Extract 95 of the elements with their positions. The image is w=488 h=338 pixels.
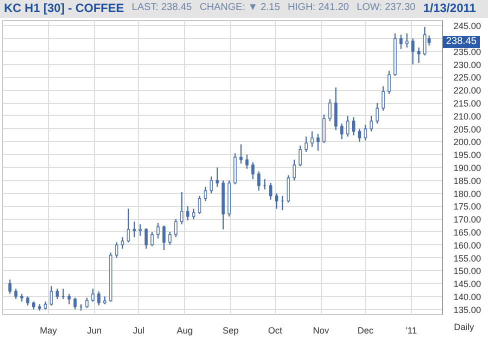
text: HIGH: 241.20 bbox=[288, 1, 349, 16]
candlestick bbox=[114, 242, 118, 258]
text: LAST: 238.45 bbox=[132, 1, 192, 16]
candlestick bbox=[316, 133, 320, 152]
y-tick-label: 245.00 bbox=[454, 21, 482, 32]
y-tick-label: 220.00 bbox=[454, 86, 482, 96]
y-tick-label: 200.00 bbox=[454, 137, 482, 148]
candlestick bbox=[322, 114, 326, 144]
y-tick-label: 135.00 bbox=[454, 304, 482, 315]
chart-title: KC H1 [30] - COFFEE bbox=[4, 0, 124, 17]
candlestick bbox=[26, 296, 30, 306]
candlestick bbox=[204, 186, 208, 202]
y-tick-label: 160.00 bbox=[454, 240, 482, 250]
candlestick bbox=[334, 86, 338, 131]
candlestick bbox=[162, 224, 166, 251]
y-tick-label: 165.00 bbox=[454, 227, 482, 238]
candlestick bbox=[132, 221, 136, 238]
candlestick bbox=[382, 86, 385, 112]
x-tick-label: Oct bbox=[268, 326, 283, 336]
candlestick bbox=[126, 208, 130, 243]
candlestick bbox=[192, 208, 196, 220]
candlestick bbox=[150, 231, 154, 247]
candlestick bbox=[174, 218, 178, 238]
y-tick-label: 155.00 bbox=[454, 253, 482, 264]
candlestick bbox=[257, 170, 260, 192]
candlestick bbox=[411, 38, 414, 65]
candlestick bbox=[286, 174, 290, 203]
candlestick bbox=[399, 34, 403, 50]
candlestick bbox=[97, 290, 100, 306]
candlestick bbox=[370, 115, 373, 132]
candlestick bbox=[245, 154, 249, 170]
y-tick-label: 215.00 bbox=[454, 98, 482, 109]
candlestick bbox=[405, 32, 409, 48]
candlestick bbox=[120, 236, 124, 250]
x-tick-label: Dec bbox=[357, 326, 374, 336]
candlestick bbox=[274, 192, 278, 210]
candlestick bbox=[14, 288, 18, 300]
x-tick-label: Jul bbox=[133, 326, 145, 336]
x-tick-label: May bbox=[40, 326, 58, 336]
y-tick-label: 225.00 bbox=[454, 72, 482, 83]
candlestick bbox=[168, 231, 172, 246]
candlestick bbox=[91, 288, 94, 302]
candlestick bbox=[180, 191, 184, 225]
candlestick bbox=[216, 166, 219, 188]
candlestick bbox=[68, 293, 71, 305]
x-tick-label: Nov bbox=[313, 326, 330, 336]
candlestick bbox=[210, 176, 213, 194]
candlestick bbox=[144, 228, 148, 250]
annotation: 238.45 bbox=[443, 36, 480, 48]
candlestick bbox=[298, 144, 302, 167]
candlestick bbox=[346, 115, 350, 138]
text: CHANGE: ▼ 2.15 bbox=[200, 1, 280, 16]
x-tick-label: Aug bbox=[176, 326, 193, 336]
y-tick-label: 185.00 bbox=[454, 176, 482, 186]
candlestick bbox=[304, 136, 308, 153]
candlestick bbox=[388, 70, 391, 95]
y-tick-label: 210.00 bbox=[454, 111, 482, 122]
x-tick-label: '11 bbox=[406, 326, 417, 336]
candlestick bbox=[239, 144, 243, 164]
y-tick-label: 170.00 bbox=[454, 214, 482, 225]
y-tick-label: 230.00 bbox=[454, 60, 482, 70]
candlestick bbox=[340, 123, 344, 140]
x-tick-label: Jun bbox=[87, 326, 102, 336]
candlestick bbox=[417, 46, 420, 64]
candlestick bbox=[364, 124, 368, 142]
candlestick bbox=[328, 98, 332, 122]
text: Daily bbox=[454, 322, 474, 332]
y-tick-label: 190.00 bbox=[454, 163, 482, 173]
candlestick bbox=[85, 297, 89, 309]
candlestick bbox=[376, 102, 379, 124]
x-tick-label: Sep bbox=[222, 326, 239, 336]
candlestick bbox=[50, 286, 53, 306]
y-tick-label: 195.00 bbox=[454, 150, 482, 160]
text: LOW: 237.30 bbox=[356, 1, 416, 16]
candlestick bbox=[310, 130, 314, 148]
y-tick-label: 140.00 bbox=[454, 292, 482, 302]
candlestick bbox=[74, 297, 77, 310]
candlestick bbox=[269, 182, 272, 200]
candlestick bbox=[8, 279, 12, 294]
candlestick bbox=[358, 128, 362, 142]
text: 1/13/2011 bbox=[423, 0, 476, 17]
candlestick bbox=[56, 288, 59, 300]
candlestick bbox=[186, 206, 190, 221]
candlestick bbox=[198, 195, 202, 215]
candlestick bbox=[251, 162, 254, 180]
y-tick-label: 145.00 bbox=[454, 279, 482, 290]
y-tick-label: 175.00 bbox=[454, 202, 482, 212]
y-tick-label: 205.00 bbox=[454, 124, 482, 134]
y-tick-label: 235.00 bbox=[454, 46, 482, 57]
candlestick bbox=[156, 222, 160, 240]
candlestick bbox=[292, 159, 296, 181]
y-tick-label: 150.00 bbox=[454, 266, 482, 276]
candlestick bbox=[352, 116, 356, 136]
candlestick bbox=[138, 224, 142, 236]
y-tick-label: 180.00 bbox=[454, 188, 482, 199]
